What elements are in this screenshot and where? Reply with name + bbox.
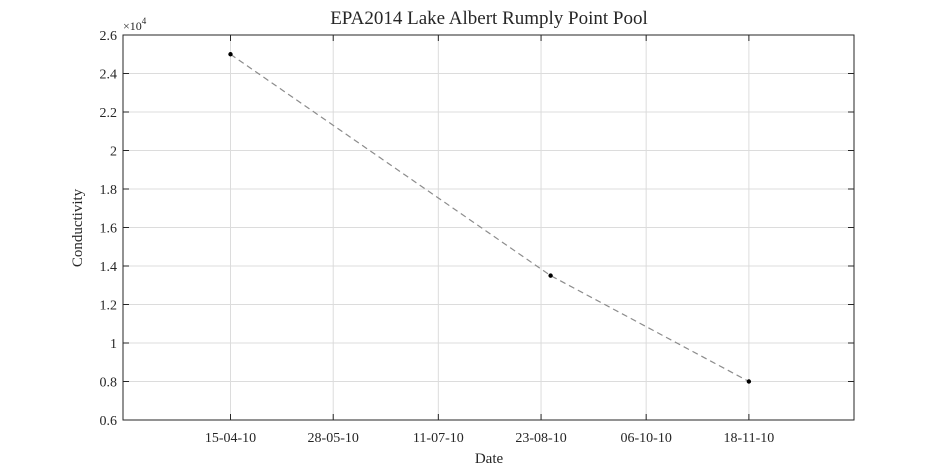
x-axis-label: Date <box>475 451 504 467</box>
y-tick-label: 2.6 <box>100 29 118 44</box>
x-tick-label: 28-05-10 <box>308 431 359 446</box>
data-point <box>228 52 233 57</box>
y-tick-label: 2 <box>110 145 117 160</box>
axes-frame <box>122 34 855 421</box>
y-tick-label: 0.6 <box>100 414 118 429</box>
x-tick-label: 06-10-10 <box>621 431 672 446</box>
axes-box <box>122 34 855 421</box>
y-axis-label: Conductivity <box>70 188 86 267</box>
data-point <box>548 273 553 278</box>
y-tick-label: 1.4 <box>100 260 118 275</box>
data-point <box>746 379 752 384</box>
y-tick-label: 0.8 <box>100 376 118 391</box>
y-tick-label: 2.2 <box>100 106 118 121</box>
x-tick-label: 23-08-10 <box>515 431 566 446</box>
y-tick-label: 1.8 <box>100 183 118 198</box>
y-tick-labels: 0.6 0.8 1 1.2 1.4 1.6 1.8 2 2.2 2.4 2.6 <box>100 29 118 429</box>
y-tick-label: 1.6 <box>100 222 118 237</box>
y-tick-label: 2.4 <box>100 68 118 83</box>
chart-title: EPA2014 Lake Albert Rumply Point Pool <box>330 8 648 29</box>
y-tick-label: 1.2 <box>100 299 118 314</box>
x-tick-label: 15-04-10 <box>205 431 256 446</box>
data-series <box>228 52 752 384</box>
y-axis-multiplier: ×104 <box>123 16 147 33</box>
y-tick-label: 1 <box>110 337 117 352</box>
x-tick-label: 11-07-10 <box>413 431 464 446</box>
x-tick-label: 18-11-10 <box>723 431 774 446</box>
x-tick-labels: 15-04-10 28-05-10 11-07-10 23-08-10 06-10-10… <box>205 431 774 446</box>
